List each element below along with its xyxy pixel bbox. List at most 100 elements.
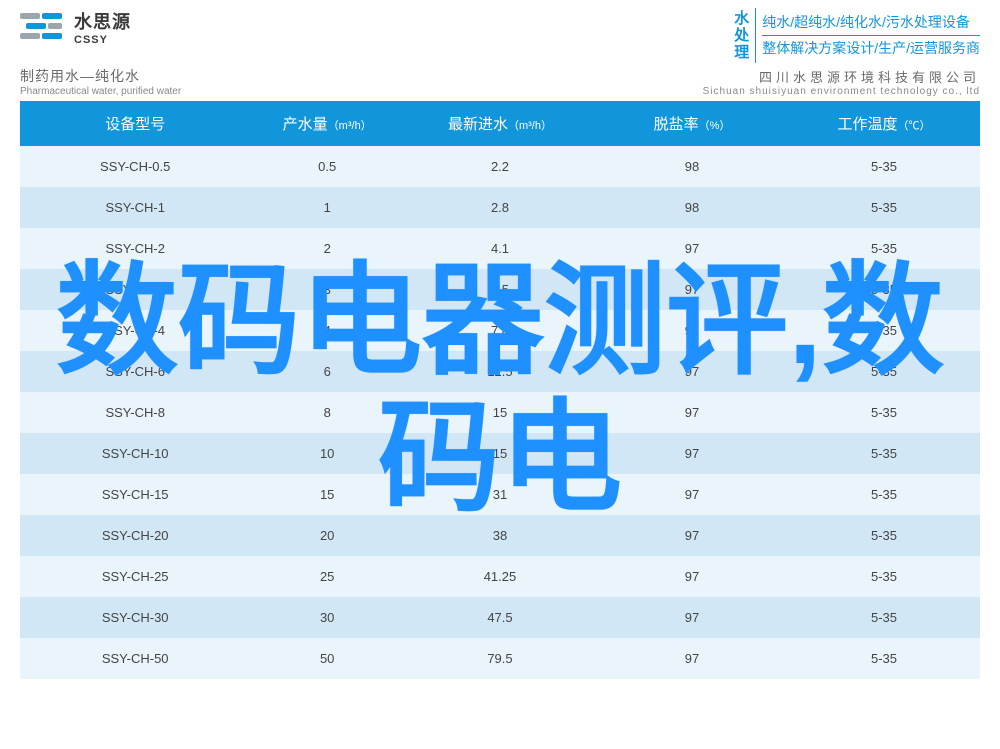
table-cell: 50 [250, 638, 404, 679]
table-cell: 5-35 [788, 269, 980, 310]
table-cell: SSY-CH-0.5 [20, 146, 250, 187]
table-cell: 97 [596, 310, 788, 351]
table-cell: 97 [596, 515, 788, 556]
table-cell: 30 [250, 597, 404, 638]
table-cell: SSY-CH-10 [20, 433, 250, 474]
table-cell: 8 [250, 392, 404, 433]
table-cell: 5-35 [788, 638, 980, 679]
table-cell: 38 [404, 515, 596, 556]
table-cell: 25 [250, 556, 404, 597]
table-cell: 6 [250, 351, 404, 392]
table-cell: 5-35 [788, 556, 980, 597]
table-cell: 41.25 [404, 556, 596, 597]
logo-text-en: CSSY [74, 34, 131, 46]
table-cell: 1 [250, 187, 404, 228]
table-cell: 5-35 [788, 515, 980, 556]
table-cell: SSY-CH-8 [20, 392, 250, 433]
table-cell: SSY-CH-6 [20, 351, 250, 392]
table-cell: 97 [596, 597, 788, 638]
subheader-right-cn: 四川水思源环境科技有限公司 [703, 67, 980, 86]
table-cell: 2.8 [404, 187, 596, 228]
table-row: SSY-CH-447.8975-35 [20, 310, 980, 351]
table-row: SSY-CH-6612.5975-35 [20, 351, 980, 392]
table-row: SSY-CH-505079.5975-35 [20, 638, 980, 679]
subheader-left-en: Pharmaceutical water, purified water [20, 86, 181, 97]
subheader-left: 制药用水—纯化水 Pharmaceutical water, purified … [20, 66, 181, 97]
table-cell: SSY-CH-2 [20, 228, 250, 269]
table-row: SSY-CH-101015975-35 [20, 433, 980, 474]
table-cell: 15 [250, 474, 404, 515]
table-cell: 97 [596, 392, 788, 433]
spec-table-body: SSY-CH-0.50.52.2985-35SSY-CH-112.8985-35… [20, 146, 980, 679]
table-cell: 4.1 [404, 228, 596, 269]
table-cell: 10 [250, 433, 404, 474]
table-cell: 97 [596, 474, 788, 515]
table-cell: 7.8 [404, 310, 596, 351]
table-cell: 15 [404, 433, 596, 474]
table-cell: 97 [596, 228, 788, 269]
subheader-left-cn: 制药用水—纯化水 [20, 66, 181, 86]
table-row: SSY-CH-0.50.52.2985-35 [20, 146, 980, 187]
table-cell: 12.5 [404, 351, 596, 392]
table-cell: 2 [250, 228, 404, 269]
logo-block: 水思源 CSSY [20, 8, 131, 46]
table-row: SSY-CH-8815975-35 [20, 392, 980, 433]
table-row: SSY-CH-303047.5975-35 [20, 597, 980, 638]
subheader-right-en: Sichuan shuisiyuan environment technolog… [703, 86, 980, 97]
subheader-right: 四川水思源环境科技有限公司 Sichuan shuisiyuan environ… [703, 67, 980, 97]
col-header-label: 产水量 [283, 116, 328, 133]
col-header-unit: （m³/h） [508, 120, 552, 132]
col-header-unit: （℃） [898, 120, 931, 132]
col-header-label: 工作温度 [837, 116, 897, 133]
table-cell: 98 [596, 146, 788, 187]
table-cell: 15 [404, 392, 596, 433]
col-header-0: 设备型号 [20, 101, 250, 146]
col-header-label: 设备型号 [105, 116, 165, 133]
table-cell: 5-35 [788, 310, 980, 351]
table-cell: SSY-CH-20 [20, 515, 250, 556]
table-cell: 4 [250, 310, 404, 351]
table-cell: 2.2 [404, 146, 596, 187]
col-header-label: 最新进水 [448, 116, 508, 133]
header-divider [762, 35, 980, 36]
table-cell: 97 [596, 433, 788, 474]
subheader: 制药用水—纯化水 Pharmaceutical water, purified … [0, 58, 1000, 101]
page-header: 水思源 CSSY 水处理 纯水/超纯水/纯化水/污水处理设备 整体解决方案设计/… [0, 0, 1000, 58]
table-row: SSY-CH-336.5975-35 [20, 269, 980, 310]
col-header-unit: （%） [699, 120, 731, 132]
table-cell: SSY-CH-50 [20, 638, 250, 679]
logo-text-cn: 水思源 [74, 8, 131, 34]
table-cell: 79.5 [404, 638, 596, 679]
table-cell: 97 [596, 351, 788, 392]
table-cell: 3 [250, 269, 404, 310]
table-cell: 5-35 [788, 392, 980, 433]
logo-icon [20, 9, 66, 45]
table-cell: 31 [404, 474, 596, 515]
spec-table-wrap: 设备型号产水量（m³/h）最新进水（m³/h）脱盐率（%）工作温度（℃） SSY… [0, 101, 1000, 679]
table-cell: 5-35 [788, 146, 980, 187]
col-header-unit: （m³/h） [328, 120, 372, 132]
header-lines: 纯水/超纯水/纯化水/污水处理设备 整体解决方案设计/生产/运营服务商 [762, 8, 980, 63]
col-header-3: 脱盐率（%） [596, 101, 788, 146]
table-cell: 20 [250, 515, 404, 556]
header-vertical-label: 水处理 [730, 8, 756, 63]
table-cell: 97 [596, 638, 788, 679]
table-row: SSY-CH-252541.25975-35 [20, 556, 980, 597]
table-cell: 98 [596, 187, 788, 228]
col-header-2: 最新进水（m³/h） [404, 101, 596, 146]
spec-table: 设备型号产水量（m³/h）最新进水（m³/h）脱盐率（%）工作温度（℃） SSY… [20, 101, 980, 679]
table-cell: SSY-CH-4 [20, 310, 250, 351]
header-line-1: 纯水/超纯水/纯化水/污水处理设备 [762, 12, 980, 33]
header-right: 水处理 纯水/超纯水/纯化水/污水处理设备 整体解决方案设计/生产/运营服务商 [730, 8, 980, 63]
table-cell: 5-35 [788, 187, 980, 228]
spec-table-head: 设备型号产水量（m³/h）最新进水（m³/h）脱盐率（%）工作温度（℃） [20, 101, 980, 146]
header-line-2: 整体解决方案设计/生产/运营服务商 [762, 38, 980, 59]
col-header-4: 工作温度（℃） [788, 101, 980, 146]
col-header-1: 产水量（m³/h） [250, 101, 404, 146]
table-cell: 6.5 [404, 269, 596, 310]
table-cell: SSY-CH-1 [20, 187, 250, 228]
table-row: SSY-CH-202038975-35 [20, 515, 980, 556]
col-header-label: 脱盐率 [654, 116, 699, 133]
table-row: SSY-CH-112.8985-35 [20, 187, 980, 228]
table-cell: 5-35 [788, 597, 980, 638]
